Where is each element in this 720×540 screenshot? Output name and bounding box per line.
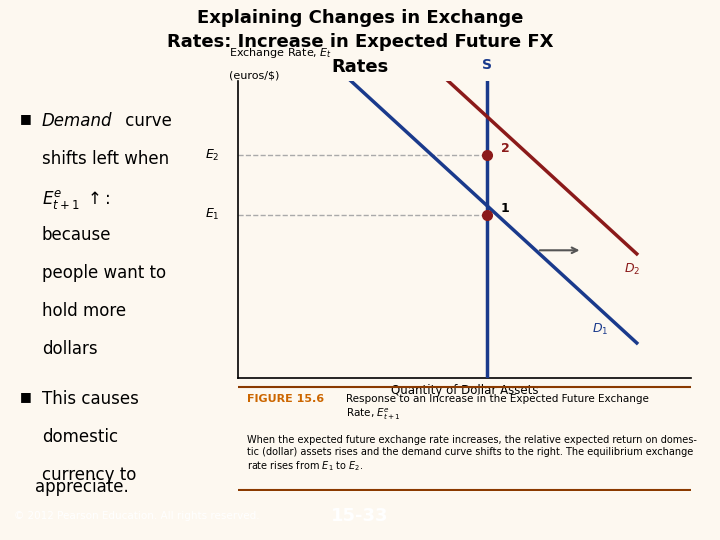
Text: ■: ■ [20, 112, 32, 125]
Text: $E_2$: $E_2$ [205, 148, 220, 163]
Text: Explaining Changes in Exchange: Explaining Changes in Exchange [197, 9, 523, 26]
Text: $D_1$: $D_1$ [593, 321, 608, 336]
Text: 2: 2 [500, 142, 510, 156]
Text: $E_1$: $E_1$ [204, 207, 220, 222]
Text: $D_2$: $D_2$ [624, 261, 640, 276]
Text: domestic: domestic [42, 428, 118, 446]
Text: shifts left when: shifts left when [42, 150, 169, 168]
Text: © 2012 Pearson Education. All rights reserved.: © 2012 Pearson Education. All rights res… [14, 511, 260, 521]
Text: S: S [482, 58, 492, 72]
Text: Exchange Rate, $E_t$: Exchange Rate, $E_t$ [228, 46, 332, 60]
Text: curve: curve [120, 112, 171, 130]
X-axis label: Quantity of Dollar Assets: Quantity of Dollar Assets [391, 383, 538, 396]
Text: $E^e_{t+1}$ $\uparrow$:: $E^e_{t+1}$ $\uparrow$: [42, 188, 110, 211]
Text: 1: 1 [500, 201, 510, 215]
Text: appreciate.: appreciate. [35, 478, 128, 496]
Text: When the expected future exchange rate increases, the relative expected return o: When the expected future exchange rate i… [247, 435, 696, 472]
Text: because: because [42, 226, 112, 244]
Text: 15-33: 15-33 [331, 507, 389, 525]
Text: Rates: Increase in Expected Future FX: Rates: Increase in Expected Future FX [167, 33, 553, 51]
Text: hold more: hold more [42, 302, 126, 320]
Text: currency to: currency to [42, 466, 136, 484]
Text: ■: ■ [20, 390, 32, 403]
Text: Response to an Increase in the Expected Future Exchange
Rate, $E^e_{t+1}$: Response to an Increase in the Expected … [346, 394, 649, 422]
Text: (euros/$): (euros/$) [228, 71, 279, 81]
Text: Demand: Demand [42, 112, 112, 130]
Text: people want to: people want to [42, 264, 166, 282]
Text: FIGURE 15.6: FIGURE 15.6 [247, 394, 324, 404]
Text: dollars: dollars [42, 340, 97, 358]
Text: Rates: Rates [331, 58, 389, 76]
Text: This causes: This causes [42, 390, 139, 408]
